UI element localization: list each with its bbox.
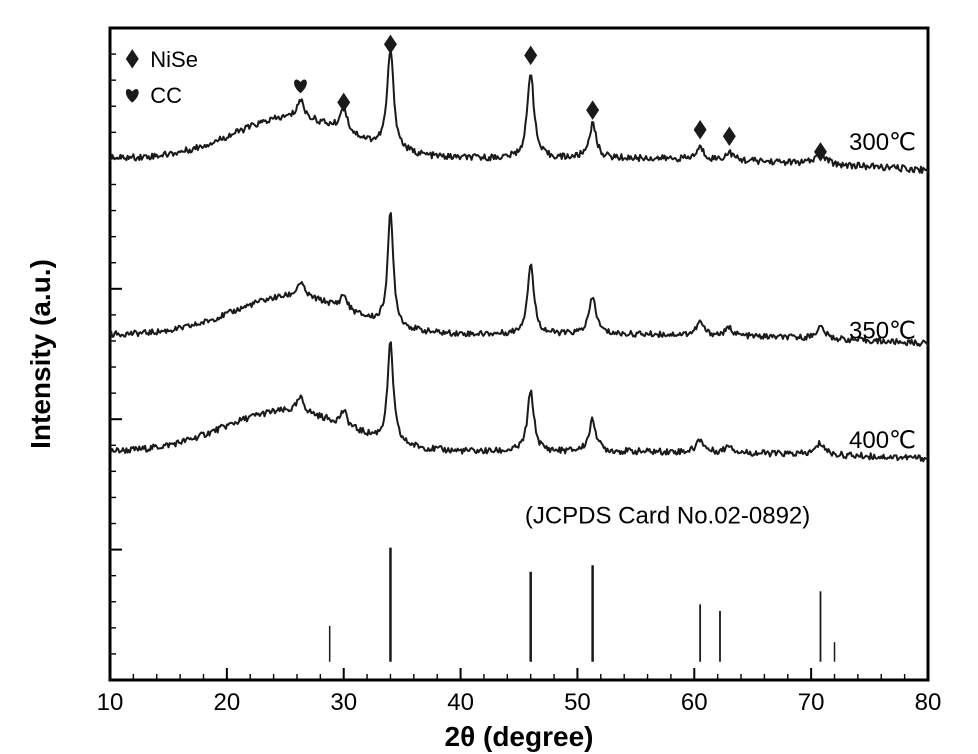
y-axis-label: Intensity (a.u.) — [25, 259, 56, 449]
series-label: 300℃ — [849, 129, 916, 156]
jcpds-label: (JCPDS Card No.02-0892) — [525, 503, 810, 530]
series-label: 400℃ — [849, 427, 916, 454]
x-tick-label: 50 — [564, 689, 591, 716]
x-axis-label: 2θ (degree) — [445, 721, 594, 752]
x-tick-label: 70 — [798, 689, 825, 716]
x-tick-label: 30 — [330, 689, 357, 716]
x-tick-label: 80 — [915, 689, 942, 716]
x-tick-label: 10 — [97, 689, 124, 716]
x-tick-label: 20 — [214, 689, 241, 716]
plot-area — [110, 28, 928, 680]
chart-svg: 10 20 30 40 50 60 70 80 2θ (degree) Intensity (a.… — [0, 0, 978, 754]
series-label: 350℃ — [849, 317, 916, 344]
x-tick-label: 60 — [681, 689, 708, 716]
legend-label: CC — [150, 83, 182, 108]
legend-label: NiSe — [150, 47, 198, 72]
xrd-chart: 10 20 30 40 50 60 70 80 2θ (degree) Intensity (a.… — [0, 0, 978, 754]
x-tick-label: 40 — [447, 689, 474, 716]
